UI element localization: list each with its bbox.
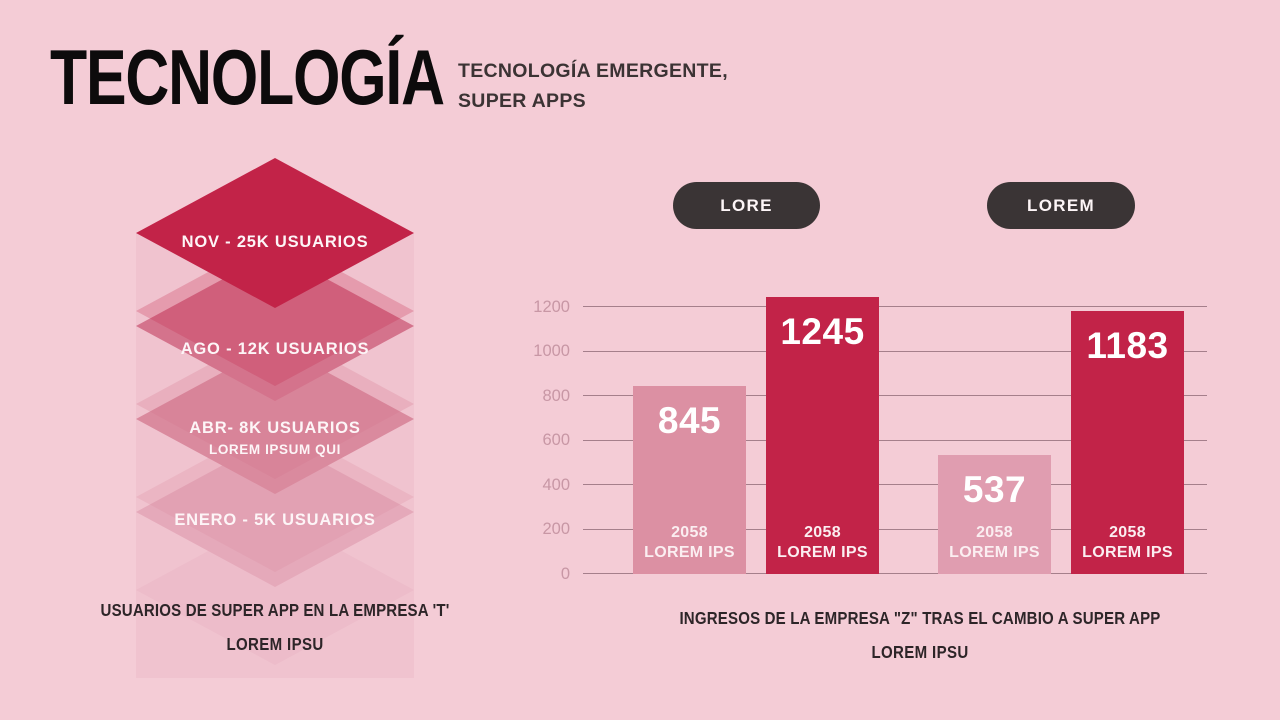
- chart-caption-line-1: INGRESOS DE LA EMPRESA "Z" TRAS EL CAMBI…: [679, 608, 1161, 628]
- subtitle-line-2: SUPER APPS: [458, 89, 586, 112]
- y-axis-tick-label: 800: [542, 386, 570, 405]
- pyramid-layer: [136, 344, 414, 494]
- bar-category-label: 2058 LOREM IPS: [949, 524, 1040, 561]
- y-axis-tick-label: 600: [542, 430, 570, 449]
- gridline-200: 200: [542, 521, 1207, 537]
- pyramid-layer-echo: [136, 422, 414, 572]
- bar-category-label: 2058 LOREM IPS: [777, 524, 868, 561]
- pyramid-caption-line-2: LOREM IPSU: [226, 634, 324, 654]
- pyramid-layer-echo: [136, 236, 414, 386]
- pyramid-layer-echo: [136, 329, 414, 479]
- legend-pill-lore[interactable]: LORE: [673, 182, 820, 229]
- pyramid-caption: USUARIOS DE SUPER APP EN LA EMPRESA 'T' …: [90, 600, 460, 655]
- bar-value-label: 1245: [780, 311, 865, 352]
- pyramid-layer: [136, 437, 414, 587]
- bar-chart: 0 200 400 600 800 1000 1200 845 2058 LOREM IPS 124…: [533, 270, 1207, 581]
- bar-4: 1183 2058 LOREM IPS: [1071, 311, 1184, 574]
- chart-caption: INGRESOS DE LA EMPRESA "Z" TRAS EL CAMBI…: [673, 608, 1167, 663]
- pyramid-layer-label: ABR- 8K USUARIOS: [189, 419, 360, 437]
- bar-2: 1245 2058 LOREM IPS: [766, 297, 879, 574]
- page-subtitle: TECNOLOGÍA EMERGENTE, SUPER APPS: [458, 57, 728, 116]
- pyramid-layer-echo: [136, 515, 414, 665]
- bar-value-label: 1183: [1086, 325, 1169, 366]
- pyramid-layer: [136, 251, 414, 401]
- gridline-400: 400: [542, 476, 1207, 492]
- pyramid-layer-label: ENERO - 5K USUARIOS: [174, 511, 375, 529]
- subtitle-line-1: TECNOLOGÍA EMERGENTE,: [458, 60, 728, 82]
- pyramid-layer-label: AGO - 12K USUARIOS: [181, 340, 370, 358]
- gridline-0: 0: [561, 565, 1207, 581]
- pyramid-layer: [136, 158, 414, 308]
- pyramid-diagram: NOV - 25K USUARIOS AGO - 12K USUARIOS ABR-…: [136, 158, 414, 678]
- bar-value-label: 845: [657, 400, 722, 441]
- y-axis-tick-label: 1200: [533, 297, 570, 316]
- bar-category-label: 2058 LOREM IPS: [1082, 524, 1173, 561]
- pyramid-layer-sublabel: LOREM IPSUM QUI: [209, 442, 341, 457]
- bar-3: 537 2058 LOREM IPS: [938, 455, 1051, 574]
- legend-pill-lorem[interactable]: LOREM: [987, 182, 1135, 229]
- pyramid-caption-line-1: USUARIOS DE SUPER APP EN LA EMPRESA 'T': [100, 600, 450, 620]
- y-axis-tick-label: 400: [542, 475, 570, 494]
- gridline-800: 800: [542, 387, 1207, 403]
- chart-caption-line-2: LOREM IPSU: [871, 642, 969, 662]
- gridline-1000: 1000: [533, 343, 1207, 359]
- page-title: TECNOLOGÍA: [50, 33, 445, 121]
- bar-value-label: 537: [962, 469, 1027, 510]
- y-axis-tick-label: 0: [560, 564, 570, 583]
- y-axis-tick-label: 200: [542, 519, 570, 538]
- pyramid-layer-label: NOV - 25K USUARIOS: [182, 233, 369, 251]
- bar-category-label: 2058 LOREM IPS: [644, 524, 735, 561]
- gridline-600: 600: [542, 432, 1207, 448]
- gridline-1200: 1200: [533, 298, 1207, 314]
- y-axis-tick-label: 1000: [533, 341, 570, 360]
- bar-1: 845 2058 LOREM IPS: [633, 386, 746, 574]
